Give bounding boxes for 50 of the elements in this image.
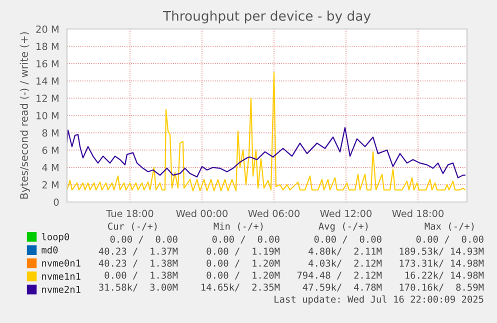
y-tick-label: 10 M: [36, 112, 58, 120]
text: 14.65k/ 2.35M: [202, 283, 280, 292]
x-tick-label: Wed 06:00: [248, 210, 300, 218]
chart-title: Throughput per device - by day: [162, 10, 371, 24]
legend-label: loop0: [42, 233, 70, 242]
text: 4.03k/ 2.12M: [308, 259, 382, 268]
text: 0.00 / 1.20M: [206, 272, 280, 280]
text: 0.00 / 1.20M: [206, 260, 280, 268]
text: 0.00 / 0.00: [110, 236, 178, 244]
text: 0.00 / 0.00: [314, 236, 382, 244]
y-tick-label: 14 M: [36, 78, 58, 85]
line-series: [67, 72, 466, 192]
text: Min (-/+): [214, 222, 263, 231]
legend-label: nvme2n1: [42, 286, 80, 293]
legend-label: nvme0n1: [42, 260, 80, 267]
text: 794.48 / 2.12M: [297, 272, 382, 280]
text: Avg (-/+): [318, 222, 368, 232]
text: 16.22k/ 14.98M: [406, 271, 484, 280]
text: 40.23 / 1.37M: [98, 248, 178, 256]
y-tick-label: 18 M: [36, 42, 58, 50]
y-tick-label: 6 M: [42, 146, 58, 154]
x-tick-label: Tue 18:00: [106, 210, 154, 218]
y-tick-label: 12 M: [36, 94, 58, 102]
x-tick-label: Wed 00:00: [176, 210, 228, 218]
text: 189.53k/ 14.93M: [400, 247, 484, 256]
y-axis-title: Bytes/second read (-) / write (+): [20, 32, 30, 199]
y-tick-label: 16 M: [36, 60, 58, 68]
y-tick-label: 2 M: [42, 181, 58, 188]
legend-label: nvme1n1: [42, 272, 80, 280]
x-tick-label: Wed 12:00: [320, 210, 372, 218]
x-tick-label: Wed 18:00: [392, 210, 444, 218]
text: 0.00 / 1.38M: [104, 272, 178, 280]
y-tick-label: 0: [54, 198, 59, 206]
line-series: [67, 127, 466, 178]
text: 0.00 / 0.00: [212, 236, 280, 244]
y-tick-label: 8 M: [42, 129, 58, 137]
text: 4.80k/ 2.11M: [308, 247, 382, 256]
y-tick-label: 20 M: [36, 25, 58, 33]
text: Max (-/+): [424, 222, 474, 231]
text: 170.16k/ 8.59M: [400, 283, 484, 292]
text: Cur (-/+): [108, 222, 157, 231]
legend-label: md0: [42, 246, 58, 254]
text: 0.00 / 1.19M: [206, 248, 280, 256]
text: 173.31k/ 14.98M: [400, 259, 484, 268]
text: 31.58k/ 3.00M: [99, 283, 178, 292]
text: 40.23 / 1.38M: [98, 260, 178, 268]
y-tick-label: 4 M: [42, 164, 58, 172]
text: 47.59k/ 4.78M: [302, 283, 382, 292]
text: Last update: Wed Jul 16 22:00:09 2025: [274, 295, 484, 305]
text: 0.00 / 0.00: [416, 236, 484, 244]
